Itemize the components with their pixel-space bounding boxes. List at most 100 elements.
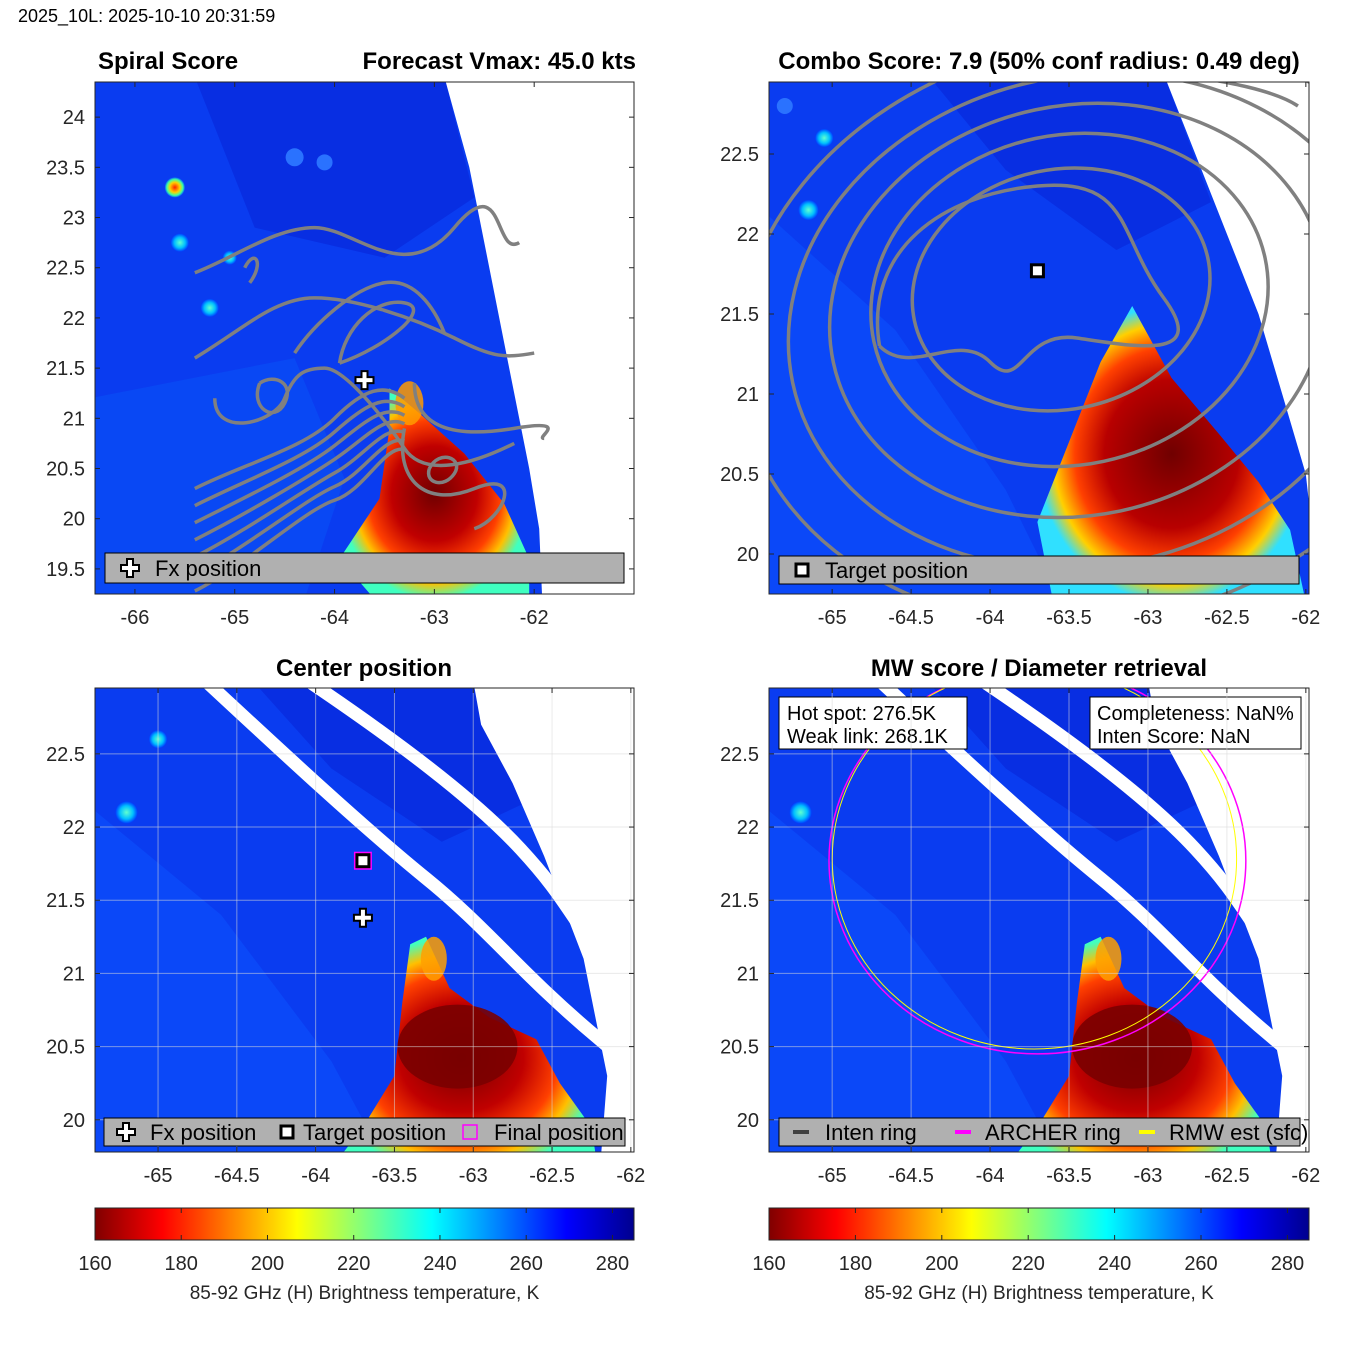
y-tick-label: 21 bbox=[63, 963, 85, 985]
panel-combo: Target position -65 -64.5 -64 -63.5 -63 -62.5 -… bbox=[720, 48, 1320, 629]
colorbar-tick-label: 220 bbox=[1012, 1253, 1045, 1275]
x-tick-label: -62 bbox=[1291, 607, 1320, 629]
panel-spiral: Fx position -66 -65 -64 -63 -62 19.5 20 20.5 21 21… bbox=[46, 48, 636, 629]
y-tick-label: 20 bbox=[737, 544, 759, 566]
panel-center: -65 -64.5 -64 -63.5 -63 -62.5 -62 20 20.5 21 21.5 2… bbox=[46, 655, 645, 1187]
y-tick-label: 22 bbox=[63, 817, 85, 839]
y-tick-label: 20 bbox=[63, 1110, 85, 1132]
legend-fx-label: Fx position bbox=[150, 1120, 256, 1145]
colorbar-tick-label: 200 bbox=[925, 1253, 958, 1275]
completeness-info: Completeness: NaN%Inten Score: NaN bbox=[1089, 696, 1302, 750]
y-tick-label: 22 bbox=[737, 817, 759, 839]
forecast-vmax-title: Forecast Vmax: 45.0 kts bbox=[363, 48, 636, 75]
y-tick-label: 20.5 bbox=[720, 1037, 759, 1059]
center-legend: Fx position Target position Final position bbox=[103, 1117, 626, 1147]
x-tick-label: -62 bbox=[1291, 1165, 1320, 1187]
x-tick-label: -64.5 bbox=[888, 607, 934, 629]
colorbar-tick-label: 160 bbox=[78, 1253, 111, 1275]
legend-final-marker bbox=[462, 1124, 478, 1140]
mw-plot-area bbox=[769, 688, 1309, 1152]
legend-target-marker bbox=[794, 562, 810, 578]
x-tick-label: -64 bbox=[976, 1165, 1005, 1187]
colorbar-tick-label: 180 bbox=[165, 1253, 198, 1275]
y-tick-label: 22 bbox=[63, 308, 85, 330]
x-tick-label: -63 bbox=[459, 1165, 488, 1187]
center-legend-box bbox=[103, 1117, 626, 1147]
final-position-marker bbox=[353, 851, 372, 870]
colorbar-tick-label: 240 bbox=[1098, 1253, 1131, 1275]
legend-rmw-label: RMW est (sfc) bbox=[1169, 1120, 1308, 1145]
spiral-plot-area bbox=[95, 82, 634, 594]
y-tick-label: 22 bbox=[737, 224, 759, 246]
colorbar-tick-label: 260 bbox=[1184, 1253, 1217, 1275]
x-tick-label: -63.5 bbox=[1046, 607, 1092, 629]
mw-axes-box bbox=[768, 687, 1310, 1153]
y-tick-label: 21.5 bbox=[720, 890, 759, 912]
inten-score-text: Inten Score: NaN bbox=[1097, 726, 1250, 748]
x-tick-label: -62.5 bbox=[1204, 607, 1250, 629]
legend-fx-marker bbox=[120, 558, 140, 578]
legend-inten-label: Inten ring bbox=[825, 1120, 917, 1145]
y-tick-label: 21 bbox=[737, 384, 759, 406]
y-tick-label: 22.5 bbox=[720, 744, 759, 766]
colorbar-tick-label: 160 bbox=[752, 1253, 785, 1275]
hot-spot-text: Hot spot: 276.5K bbox=[787, 703, 937, 725]
target-position-marker bbox=[355, 853, 371, 869]
convective-core bbox=[339, 388, 530, 594]
colorbar-tick-label: 220 bbox=[337, 1253, 370, 1275]
mw-legend: Inten ring ARCHER ring RMW est (sfc) bbox=[778, 1117, 1308, 1147]
combo-legend: Target position bbox=[778, 555, 1300, 585]
y-tick-label: 21.5 bbox=[720, 304, 759, 326]
y-tick-label: 19.5 bbox=[46, 559, 85, 581]
x-tick-label: -62.5 bbox=[529, 1165, 575, 1187]
colorbar-label: 85-92 GHz (H) Brightness temperature, K bbox=[190, 1283, 540, 1304]
x-tick-label: -64.5 bbox=[888, 1165, 934, 1187]
y-tick-label: 20 bbox=[737, 1110, 759, 1132]
x-tick-label: -66 bbox=[120, 607, 149, 629]
center-axes-box bbox=[94, 687, 635, 1153]
spiral-axes-box bbox=[94, 81, 635, 595]
figure-header: 2025_10L: 2025-10-10 20:31:59 bbox=[18, 6, 276, 26]
colorbar-tick-label: 200 bbox=[251, 1253, 284, 1275]
y-tick-label: 24 bbox=[63, 107, 85, 129]
x-tick-label: -62 bbox=[616, 1165, 645, 1187]
x-tick-label: -65 bbox=[818, 1165, 847, 1187]
colorbar-gradient bbox=[768, 1207, 1310, 1241]
x-tick-label: -62 bbox=[520, 607, 549, 629]
completeness-text: Completeness: NaN% bbox=[1097, 703, 1294, 725]
legend-target-label: Target position bbox=[825, 558, 968, 583]
colorbar-tick-label: 260 bbox=[510, 1253, 543, 1275]
x-tick-label: -65 bbox=[220, 607, 249, 629]
y-tick-label: 20.5 bbox=[46, 459, 85, 481]
x-tick-label: -63.5 bbox=[1046, 1165, 1092, 1187]
y-tick-label: 23 bbox=[63, 208, 85, 230]
target-position-marker bbox=[1029, 263, 1045, 279]
y-tick-label: 20.5 bbox=[720, 464, 759, 486]
combo-legend-box bbox=[778, 555, 1300, 585]
y-tick-label: 21.5 bbox=[46, 890, 85, 912]
combo-title: Combo Score: 7.9 (50% conf radius: 0.49 … bbox=[778, 48, 1299, 75]
y-tick-label: 23.5 bbox=[46, 157, 85, 179]
y-tick-label: 20.5 bbox=[46, 1037, 85, 1059]
colorbar-gradient bbox=[94, 1207, 635, 1241]
x-tick-label: -63 bbox=[1133, 607, 1162, 629]
weak-link-text: Weak link: 268.1K bbox=[787, 726, 948, 748]
y-tick-label: 21 bbox=[737, 963, 759, 985]
colorbar-tick-label: 280 bbox=[596, 1253, 629, 1275]
x-tick-label: -64 bbox=[320, 607, 349, 629]
combo-plot-area bbox=[769, 82, 1309, 594]
fx-position-marker bbox=[354, 370, 375, 391]
x-tick-label: -63.5 bbox=[372, 1165, 418, 1187]
colorbar-label: 85-92 GHz (H) Brightness temperature, K bbox=[864, 1283, 1214, 1304]
mw-title: MW score / Diameter retrieval bbox=[871, 655, 1207, 682]
y-tick-label: 21 bbox=[63, 408, 85, 430]
y-tick-label: 22.5 bbox=[720, 144, 759, 166]
x-tick-label: -62.5 bbox=[1204, 1165, 1250, 1187]
colorbar-tick-label: 280 bbox=[1271, 1253, 1304, 1275]
legend-fx-marker bbox=[116, 1122, 136, 1142]
y-tick-label: 21.5 bbox=[46, 358, 85, 380]
spiral-title: Spiral Score bbox=[98, 48, 238, 75]
